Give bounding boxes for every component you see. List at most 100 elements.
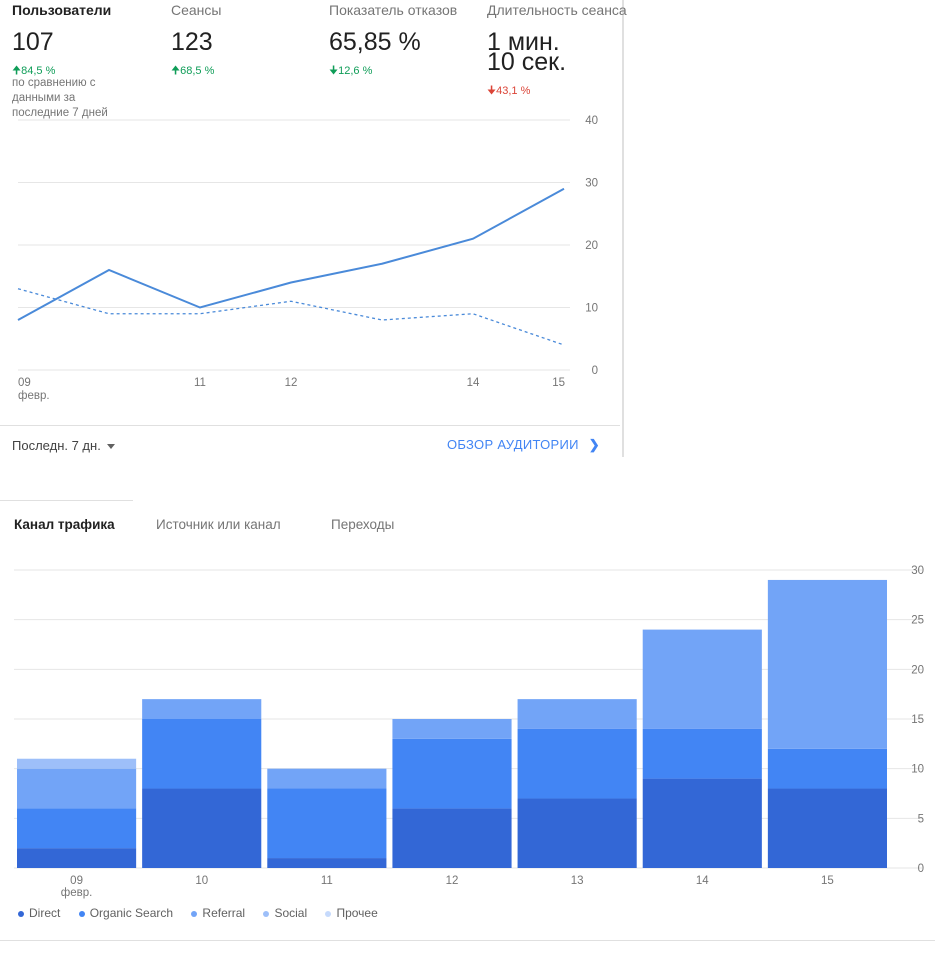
current-period-line: [17, 187, 565, 321]
x-tick-line: 10: [195, 875, 208, 887]
bar-segment: [142, 719, 262, 789]
chart-legend: Direct Organic Search Referral Social Пр…: [18, 906, 393, 920]
bar-segment: [267, 768, 387, 789]
legend-dot: [263, 910, 270, 917]
date-range-label: Последн. 7 дн.: [12, 438, 101, 453]
bar-segment: [517, 728, 637, 799]
x-tick-line: 13: [571, 875, 584, 887]
bar-segment: [17, 848, 137, 868]
arrow-down-icon: 🠋: [329, 65, 339, 77]
bar-segment: [142, 788, 262, 868]
arrow-up-icon: 🠉: [171, 65, 181, 77]
x-tick-line: 12: [446, 875, 459, 887]
x-tick-label: 12: [285, 377, 298, 389]
comparison-note: по сравнению с данными за последние 7 дн…: [12, 77, 108, 119]
metric-users[interactable]: Пользователи 107 🠉84,5 %: [12, 0, 111, 81]
metric-change: 🠋12,6 %: [329, 62, 457, 81]
bar-segment: [642, 778, 762, 868]
users-line-chart: 0 10 20 30 40 09 февр. 11 12 14 15: [17, 115, 598, 402]
date-range-select[interactable]: Последн. 7 дн.: [12, 438, 115, 453]
x-tick-line: 09: [70, 875, 83, 887]
traffic-tabs: Канал трафика Источник или канал Переход…: [0, 500, 935, 550]
x-tick-line: 11: [194, 377, 206, 389]
traffic-channel-bar-chart: 0 5 10 15 20 25 30 09 февр. 10 11 12 13 14 15: [14, 565, 924, 899]
legend-dot: [325, 910, 332, 917]
metric-value: 107: [12, 28, 54, 56]
metric-label: Пользователи: [12, 2, 112, 18]
bar-segment: [17, 808, 137, 849]
y-tick-label: 40: [585, 115, 598, 127]
bar-segment: [767, 579, 887, 749]
bar-segment: [142, 699, 262, 719]
metric-session-duration[interactable]: Длительность сеанса 1 мин. 10 сек. 🠋43,1…: [487, 0, 627, 101]
legend-dot: [191, 910, 198, 917]
y-tick-label: 25: [911, 615, 924, 627]
metric-change: 🠋43,1 %: [487, 82, 627, 101]
legend-item-organic-search[interactable]: Organic Search: [78, 906, 173, 920]
y-tick-label: 5: [918, 813, 924, 825]
x-tick-label: 10: [195, 875, 208, 887]
arrow-down-icon: 🠋: [487, 85, 497, 97]
bar-segment: [642, 629, 762, 729]
x-tick-label: 15: [552, 377, 565, 389]
legend-label: Social: [274, 906, 308, 920]
legend-item-direct[interactable]: Direct: [18, 906, 60, 920]
bar-segment: [392, 808, 512, 868]
metric-label: Сеансы: [171, 2, 222, 18]
legend-label: Прочее: [336, 906, 378, 920]
x-tick-label: 11: [194, 377, 206, 389]
legend-label: Direct: [29, 906, 61, 920]
card-footer: Последн. 7 дн. ОБЗОР АУДИТОРИИ ❯: [0, 425, 620, 458]
x-tick-line: 15: [552, 377, 565, 389]
tab-channel[interactable]: Канал трафика: [14, 517, 115, 532]
bar-segment: [517, 699, 637, 729]
x-tick-label: 09 февр.: [61, 875, 93, 899]
y-tick-label: 15: [911, 714, 924, 726]
metric-label: Длительность сеанса: [487, 2, 627, 18]
y-tick-label: 30: [585, 178, 598, 190]
metric-change: 🠉84,5 %: [12, 62, 111, 81]
x-tick-label: 12: [446, 875, 459, 887]
x-tick-line: февр.: [18, 390, 50, 402]
metric-change-value: 68,5 %: [180, 65, 215, 77]
x-tick-label: 15: [821, 875, 834, 887]
tab-referrals[interactable]: Переходы: [331, 517, 395, 532]
legend-dot: [78, 910, 85, 917]
metric-bounce-rate[interactable]: Показатель отказов 65,85 % 🠋12,6 %: [329, 0, 457, 81]
x-tick-line: 09: [18, 377, 31, 389]
x-tick-line: 11: [321, 875, 333, 887]
audience-overview-link[interactable]: ОБЗОР АУДИТОРИИ ❯: [447, 437, 600, 453]
metric-sessions[interactable]: Сеансы 123 🠉68,5 %: [171, 0, 221, 81]
legend-item-social[interactable]: Social: [263, 906, 307, 920]
x-tick-label: 09 февр.: [18, 377, 50, 402]
y-tick-label: 10: [585, 303, 598, 315]
bar-segment: [392, 738, 512, 809]
chevron-right-icon: ❯: [588, 437, 600, 452]
bar-segment: [642, 728, 762, 779]
caret-down-icon: [106, 444, 115, 450]
tab-divider: [0, 500, 133, 501]
legend-item-other[interactable]: Прочее: [325, 906, 378, 920]
previous-period-line: [17, 288, 565, 346]
x-tick-line: 12: [285, 377, 298, 389]
tab-source-medium[interactable]: Источник или канал: [156, 517, 281, 532]
y-tick-label: 0: [918, 863, 924, 875]
metric-change-value: 84,5 %: [21, 65, 56, 77]
x-tick-label: 14: [696, 875, 709, 887]
legend-item-referral[interactable]: Referral: [191, 906, 245, 920]
metric-label: Показатель отказов: [329, 2, 458, 18]
legend-label: Referral: [202, 906, 246, 920]
bar-segment: [17, 758, 137, 769]
bottom-divider: [0, 940, 935, 941]
bar-segment: [767, 748, 887, 789]
x-tick-label: 13: [571, 875, 584, 887]
legend-dot: [18, 910, 24, 917]
bar-segment: [267, 788, 387, 859]
audience-overview-card: Пользователи 107 🠉84,5 % Сеансы 123 🠉68,…: [0, 0, 627, 458]
bar-segment: [767, 788, 887, 868]
y-tick-label: 20: [911, 664, 924, 676]
bar-segment: [392, 719, 512, 739]
y-tick-label: 30: [911, 565, 924, 577]
x-tick-line: февр.: [61, 887, 93, 899]
audience-overview-label: ОБЗОР АУДИТОРИИ: [446, 437, 579, 452]
